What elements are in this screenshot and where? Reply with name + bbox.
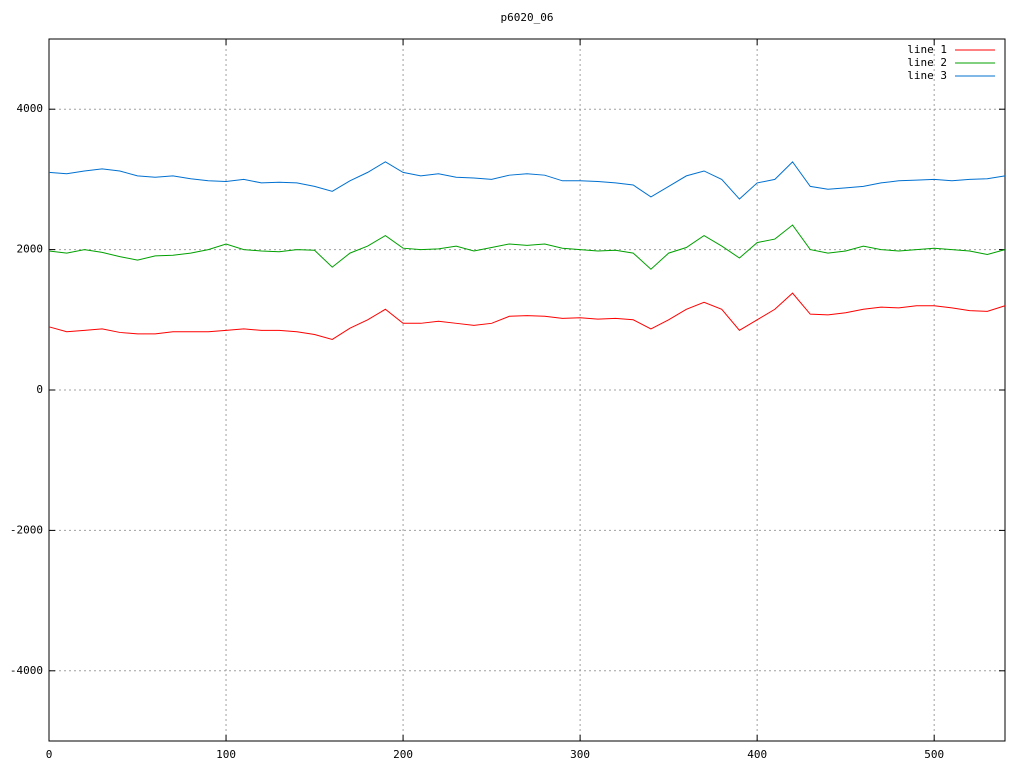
- legend-label: line 2: [907, 56, 947, 69]
- x-tick-label: 200: [393, 748, 413, 761]
- data-line: [48, 161, 1006, 200]
- y-tick-label: 0: [36, 383, 43, 396]
- legend-label: line 3: [907, 69, 947, 82]
- x-tick-label: 300: [570, 748, 590, 761]
- y-tick-label: 2000: [17, 243, 44, 256]
- y-tick-label: -4000: [10, 664, 43, 677]
- x-tick-label: 500: [924, 748, 944, 761]
- plot-border: [48, 38, 1006, 742]
- data-line: [48, 224, 1006, 270]
- y-tick-label: 4000: [17, 102, 44, 115]
- x-tick-label: 400: [747, 748, 767, 761]
- data-line: [48, 292, 1006, 340]
- legend-label: line 1: [907, 43, 947, 56]
- y-tick-label: -2000: [10, 523, 43, 536]
- chart-title: p6020_06: [501, 11, 554, 24]
- x-tick-label: 0: [46, 748, 53, 761]
- x-tick-label: 100: [216, 748, 236, 761]
